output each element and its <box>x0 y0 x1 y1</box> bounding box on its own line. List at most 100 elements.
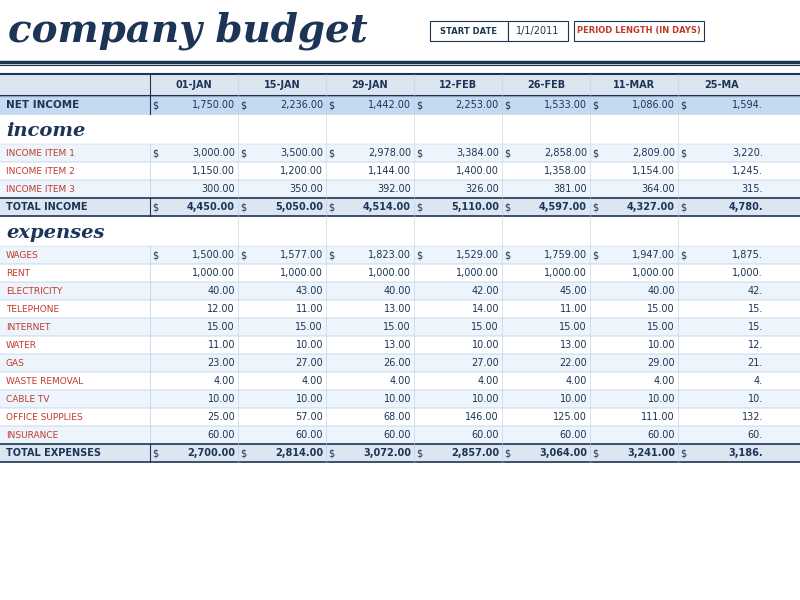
Text: $: $ <box>504 100 510 110</box>
Text: 4,514.00: 4,514.00 <box>363 202 411 212</box>
Text: 2,253.00: 2,253.00 <box>456 100 499 110</box>
Text: 60.00: 60.00 <box>295 430 323 440</box>
Text: 42.: 42. <box>748 286 763 296</box>
Text: 4,780.: 4,780. <box>728 202 763 212</box>
Text: 4.00: 4.00 <box>214 376 235 386</box>
Text: 392.00: 392.00 <box>378 184 411 194</box>
Text: 1,529.00: 1,529.00 <box>456 250 499 260</box>
Text: 1,500.00: 1,500.00 <box>192 250 235 260</box>
Text: 60.00: 60.00 <box>647 430 675 440</box>
Text: 10.00: 10.00 <box>559 394 587 404</box>
Text: START DATE: START DATE <box>441 26 498 35</box>
Text: 2,809.00: 2,809.00 <box>632 148 675 158</box>
Text: $: $ <box>680 448 686 458</box>
Text: 60.00: 60.00 <box>383 430 411 440</box>
Bar <box>0 198 800 216</box>
Text: 60.00: 60.00 <box>471 430 499 440</box>
Text: 4.00: 4.00 <box>390 376 411 386</box>
Text: 2,858.00: 2,858.00 <box>544 148 587 158</box>
Text: 132.: 132. <box>742 412 763 422</box>
Text: 1,150.00: 1,150.00 <box>192 166 235 176</box>
Text: 15.00: 15.00 <box>647 322 675 332</box>
Text: $: $ <box>240 202 246 212</box>
Text: $: $ <box>416 448 422 458</box>
Text: 10.: 10. <box>748 394 763 404</box>
Text: 11.00: 11.00 <box>559 304 587 314</box>
Text: 40.00: 40.00 <box>383 286 411 296</box>
Text: 1,442.00: 1,442.00 <box>368 100 411 110</box>
Text: $: $ <box>152 250 158 260</box>
Text: 13.00: 13.00 <box>559 340 587 350</box>
Text: INCOME ITEM 1: INCOME ITEM 1 <box>6 148 75 157</box>
Text: 10.00: 10.00 <box>207 394 235 404</box>
Bar <box>0 180 800 198</box>
Text: 1,823.00: 1,823.00 <box>368 250 411 260</box>
Bar <box>0 426 800 444</box>
Text: 10.00: 10.00 <box>647 340 675 350</box>
Text: 25-MA: 25-MA <box>705 80 739 90</box>
Text: 40.00: 40.00 <box>647 286 675 296</box>
Text: 68.00: 68.00 <box>383 412 411 422</box>
Text: WAGES: WAGES <box>6 251 38 259</box>
Text: WATER: WATER <box>6 340 37 349</box>
Bar <box>430 21 508 41</box>
Text: 2,857.00: 2,857.00 <box>451 448 499 458</box>
Text: 12-FEB: 12-FEB <box>439 80 477 90</box>
Text: $: $ <box>328 250 334 260</box>
Text: $: $ <box>240 148 246 158</box>
Text: 22.00: 22.00 <box>559 358 587 368</box>
Text: 4,450.00: 4,450.00 <box>187 202 235 212</box>
Text: 60.: 60. <box>748 430 763 440</box>
Text: $: $ <box>504 148 510 158</box>
Text: $: $ <box>328 100 334 110</box>
Text: $: $ <box>416 148 422 158</box>
Text: 40.00: 40.00 <box>207 286 235 296</box>
Text: 15.00: 15.00 <box>295 322 323 332</box>
Text: $: $ <box>504 250 510 260</box>
Text: $: $ <box>680 148 686 158</box>
Text: 4,327.00: 4,327.00 <box>627 202 675 212</box>
Text: INCOME ITEM 2: INCOME ITEM 2 <box>6 166 74 175</box>
Bar <box>0 74 800 96</box>
Text: 5,050.00: 5,050.00 <box>275 202 323 212</box>
Bar <box>508 21 568 41</box>
Text: 1,400.00: 1,400.00 <box>456 166 499 176</box>
Text: $: $ <box>416 202 422 212</box>
Text: 1,000.00: 1,000.00 <box>192 268 235 278</box>
Text: 12.00: 12.00 <box>207 304 235 314</box>
Text: $: $ <box>592 100 598 110</box>
Text: $: $ <box>592 148 598 158</box>
Text: 4.00: 4.00 <box>566 376 587 386</box>
Text: 3,500.00: 3,500.00 <box>280 148 323 158</box>
Text: 3,064.00: 3,064.00 <box>539 448 587 458</box>
Bar <box>0 300 800 318</box>
Text: 2,814.00: 2,814.00 <box>275 448 323 458</box>
Text: $: $ <box>680 100 686 110</box>
Text: 43.00: 43.00 <box>295 286 323 296</box>
Text: $: $ <box>240 250 246 260</box>
Text: $: $ <box>680 202 686 212</box>
Text: $: $ <box>328 148 334 158</box>
Text: ELECTRICITY: ELECTRICITY <box>6 286 62 295</box>
Text: 21.: 21. <box>748 358 763 368</box>
Text: 13.00: 13.00 <box>383 304 411 314</box>
Text: GAS: GAS <box>6 358 25 367</box>
Text: 1,594.: 1,594. <box>732 100 763 110</box>
Text: 57.00: 57.00 <box>295 412 323 422</box>
Bar <box>0 318 800 336</box>
Text: 5,110.00: 5,110.00 <box>451 202 499 212</box>
Text: 1,533.00: 1,533.00 <box>544 100 587 110</box>
Text: 1,577.00: 1,577.00 <box>280 250 323 260</box>
Text: 12.: 12. <box>748 340 763 350</box>
Text: 15.00: 15.00 <box>647 304 675 314</box>
Text: 3,241.00: 3,241.00 <box>627 448 675 458</box>
Text: 1,947.00: 1,947.00 <box>632 250 675 260</box>
Text: $: $ <box>416 250 422 260</box>
Text: 300.00: 300.00 <box>202 184 235 194</box>
Text: 1,000.00: 1,000.00 <box>544 268 587 278</box>
Text: 1,358.00: 1,358.00 <box>544 166 587 176</box>
Text: 60.00: 60.00 <box>207 430 235 440</box>
Text: 1,000.: 1,000. <box>732 268 763 278</box>
Bar <box>0 144 800 162</box>
Text: $: $ <box>328 202 334 212</box>
